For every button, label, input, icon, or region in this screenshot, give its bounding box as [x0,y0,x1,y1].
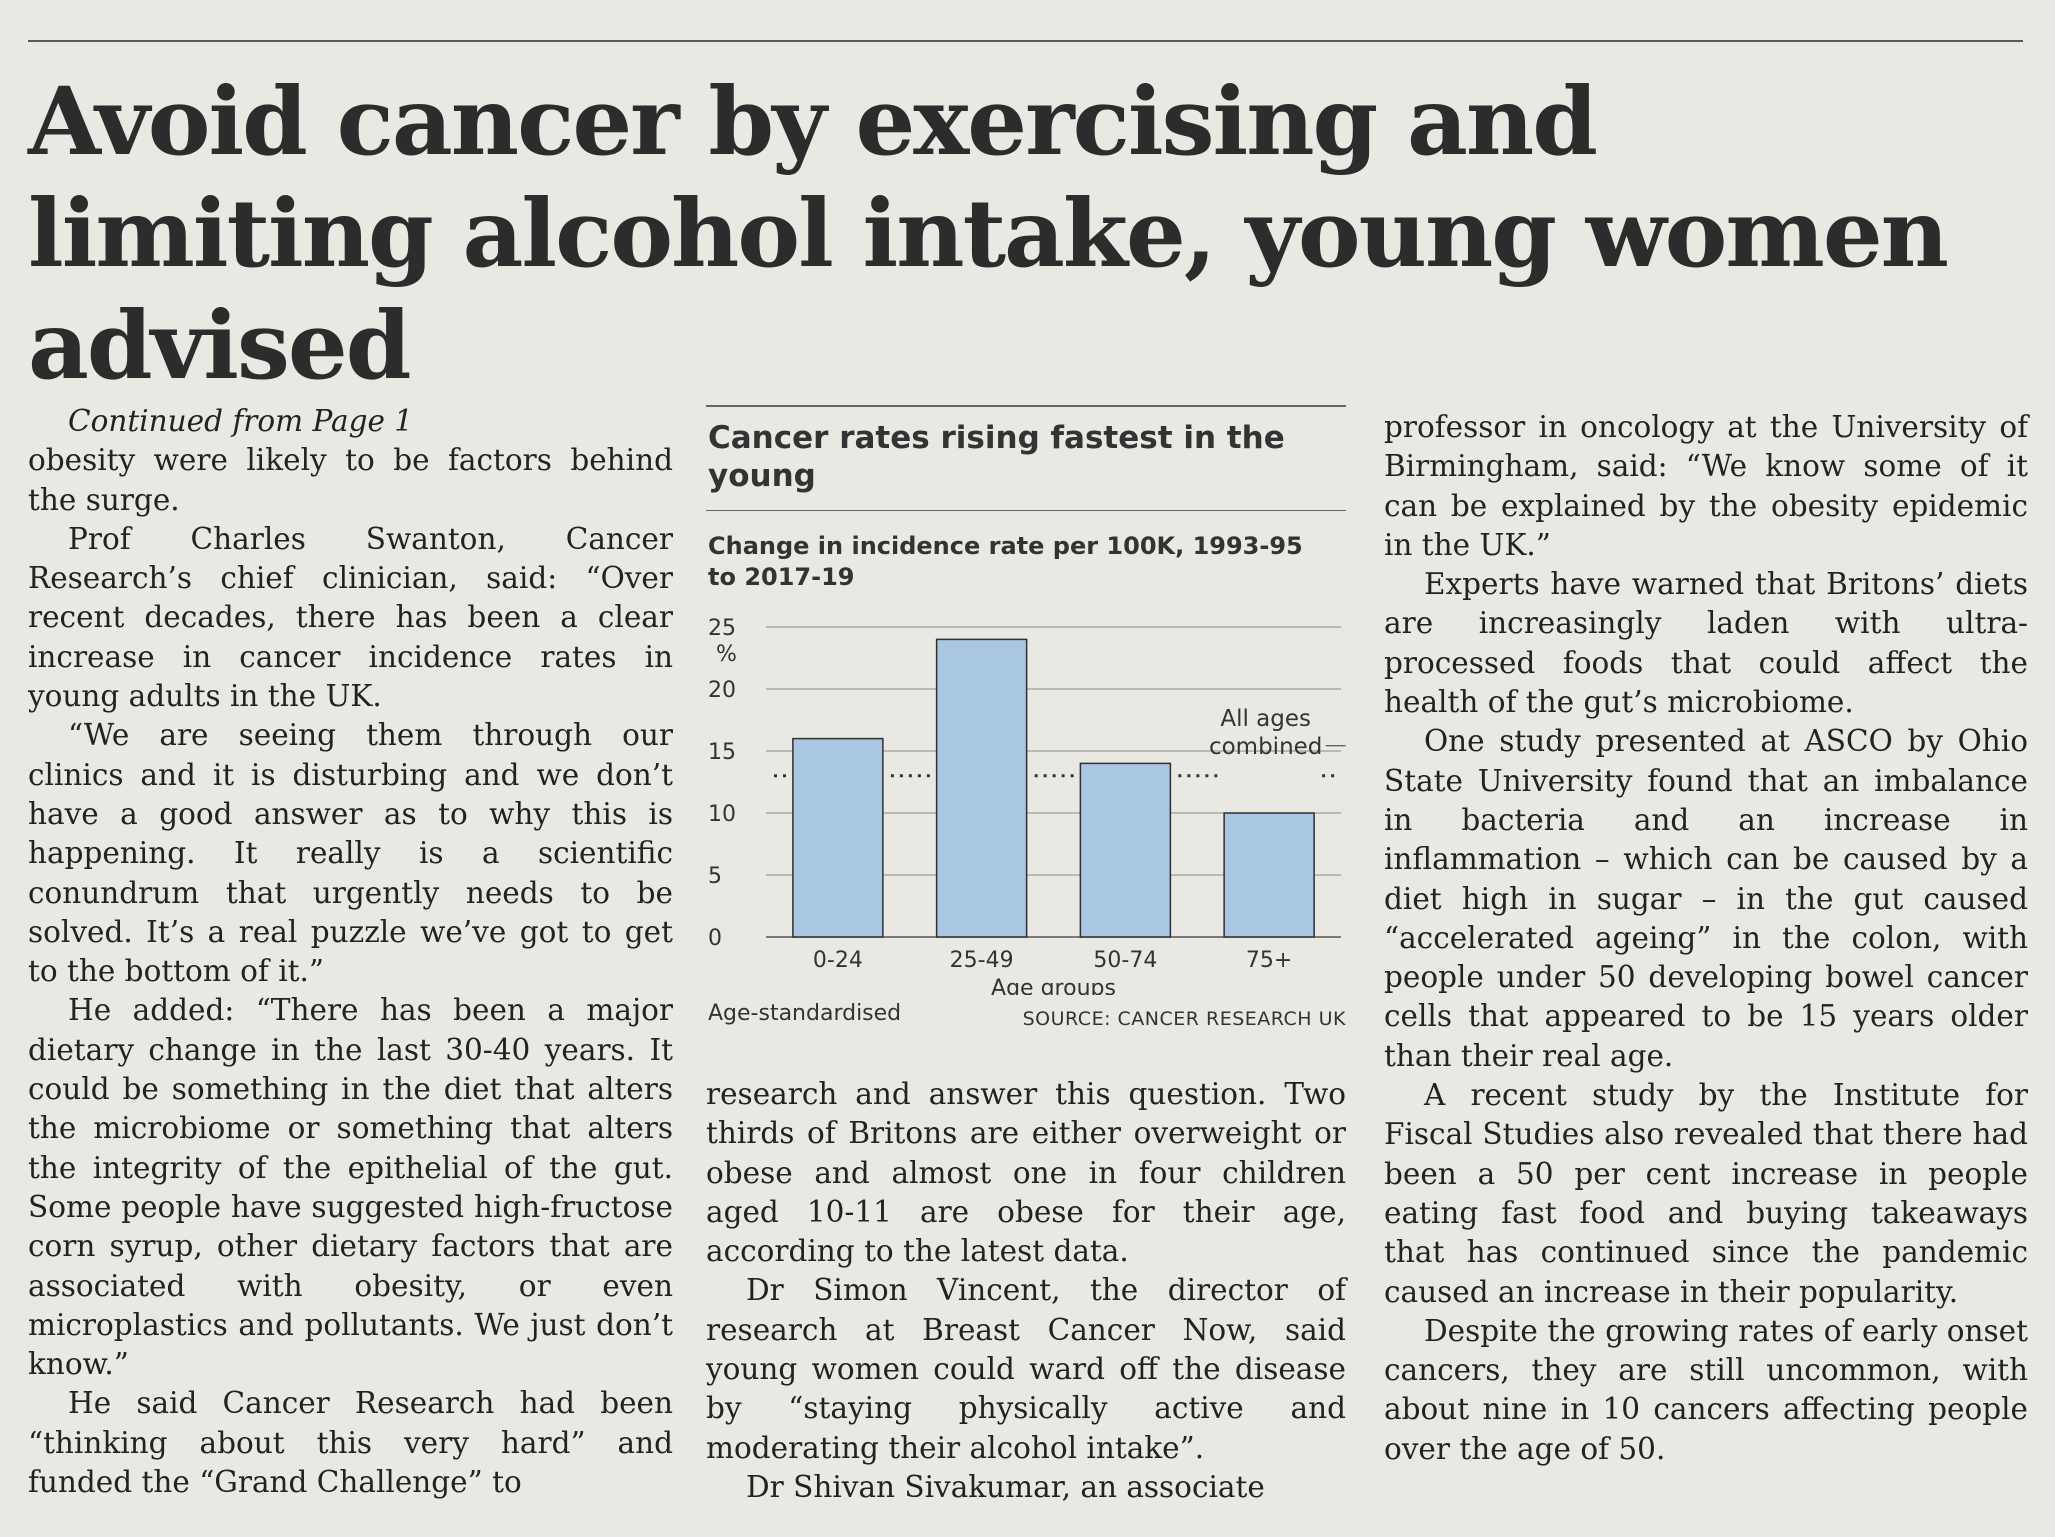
paragraph: One study presented at ASCO by Ohio Stat… [1384,724,2028,1073]
paragraph: obesity were likely to be factors behind… [28,443,673,517]
kicker: Continued from Page 1 [68,404,414,438]
paragraph: Despite the growing rates of early onset… [1384,1313,2028,1466]
middle-column: research and answer this question. Two t… [706,1075,1346,1507]
right-column: professor in oncology at the University … [1384,408,2028,1469]
chart-title: Cancer rates rising fastest in the young [708,420,1285,494]
y-tick-label: 25 [708,616,736,641]
chart-title-rule [706,510,1346,511]
paragraph: Dr Simon Vincent, the director of resear… [706,1273,1346,1465]
paragraph: Dr Shivan Sivakumar, an associate [746,1469,1265,1504]
paragraph: He said Cancer Research had been “thinki… [28,1386,673,1500]
chart-note: Age-standardised [708,1001,902,1026]
x-tick-label: 75+ [1246,948,1292,973]
y-tick-label: 15 [708,740,736,765]
y-tick-label: 20 [708,678,736,703]
paragraph: He added: “There has been a major dietar… [28,993,673,1382]
y-tick-label: 10 [708,802,736,827]
y-tick-label: 5 [708,864,722,889]
x-tick-label: 25-49 [950,948,1014,973]
bar [792,737,884,938]
left-column: Continued from Page 1 obesity were likel… [28,402,673,1502]
x-tick-label: 50-74 [1093,948,1157,973]
paragraph: professor in oncology at the University … [1384,410,2028,562]
paragraph: A recent study by the Institute for Fisc… [1384,1078,2028,1309]
reference-label: combined [1209,734,1322,760]
y-unit-label: % [716,642,737,667]
top-rule [28,40,2023,42]
chart-source: SOURCE: CANCER RESEARCH UK [1022,1008,1346,1030]
y-tick-label: 0 [708,926,722,951]
x-tick-label: 0-24 [813,948,863,973]
paragraph: Experts have warned that Britons’ diets … [1384,567,2028,720]
bar [1079,762,1172,938]
bar-chart: Cancer rates rising fastest in the young… [706,405,1346,1055]
reference-label: All ages [1220,706,1311,732]
bar [1223,812,1315,938]
chart-top-rule [706,405,1346,407]
chart-subtitle: Change in incidence rate per 100K, 1993-… [708,532,1303,591]
paragraph: research and answer this question. Two t… [706,1077,1346,1269]
paragraph: “We are seeing them through our clinics … [28,718,673,989]
paragraph: Prof Charles Swanton, Cancer Research’s … [28,521,673,714]
x-axis-label: Age groups [991,976,1116,995]
bar [935,638,1028,938]
headline: Avoid cancer by exercising and limiting … [28,67,1949,401]
